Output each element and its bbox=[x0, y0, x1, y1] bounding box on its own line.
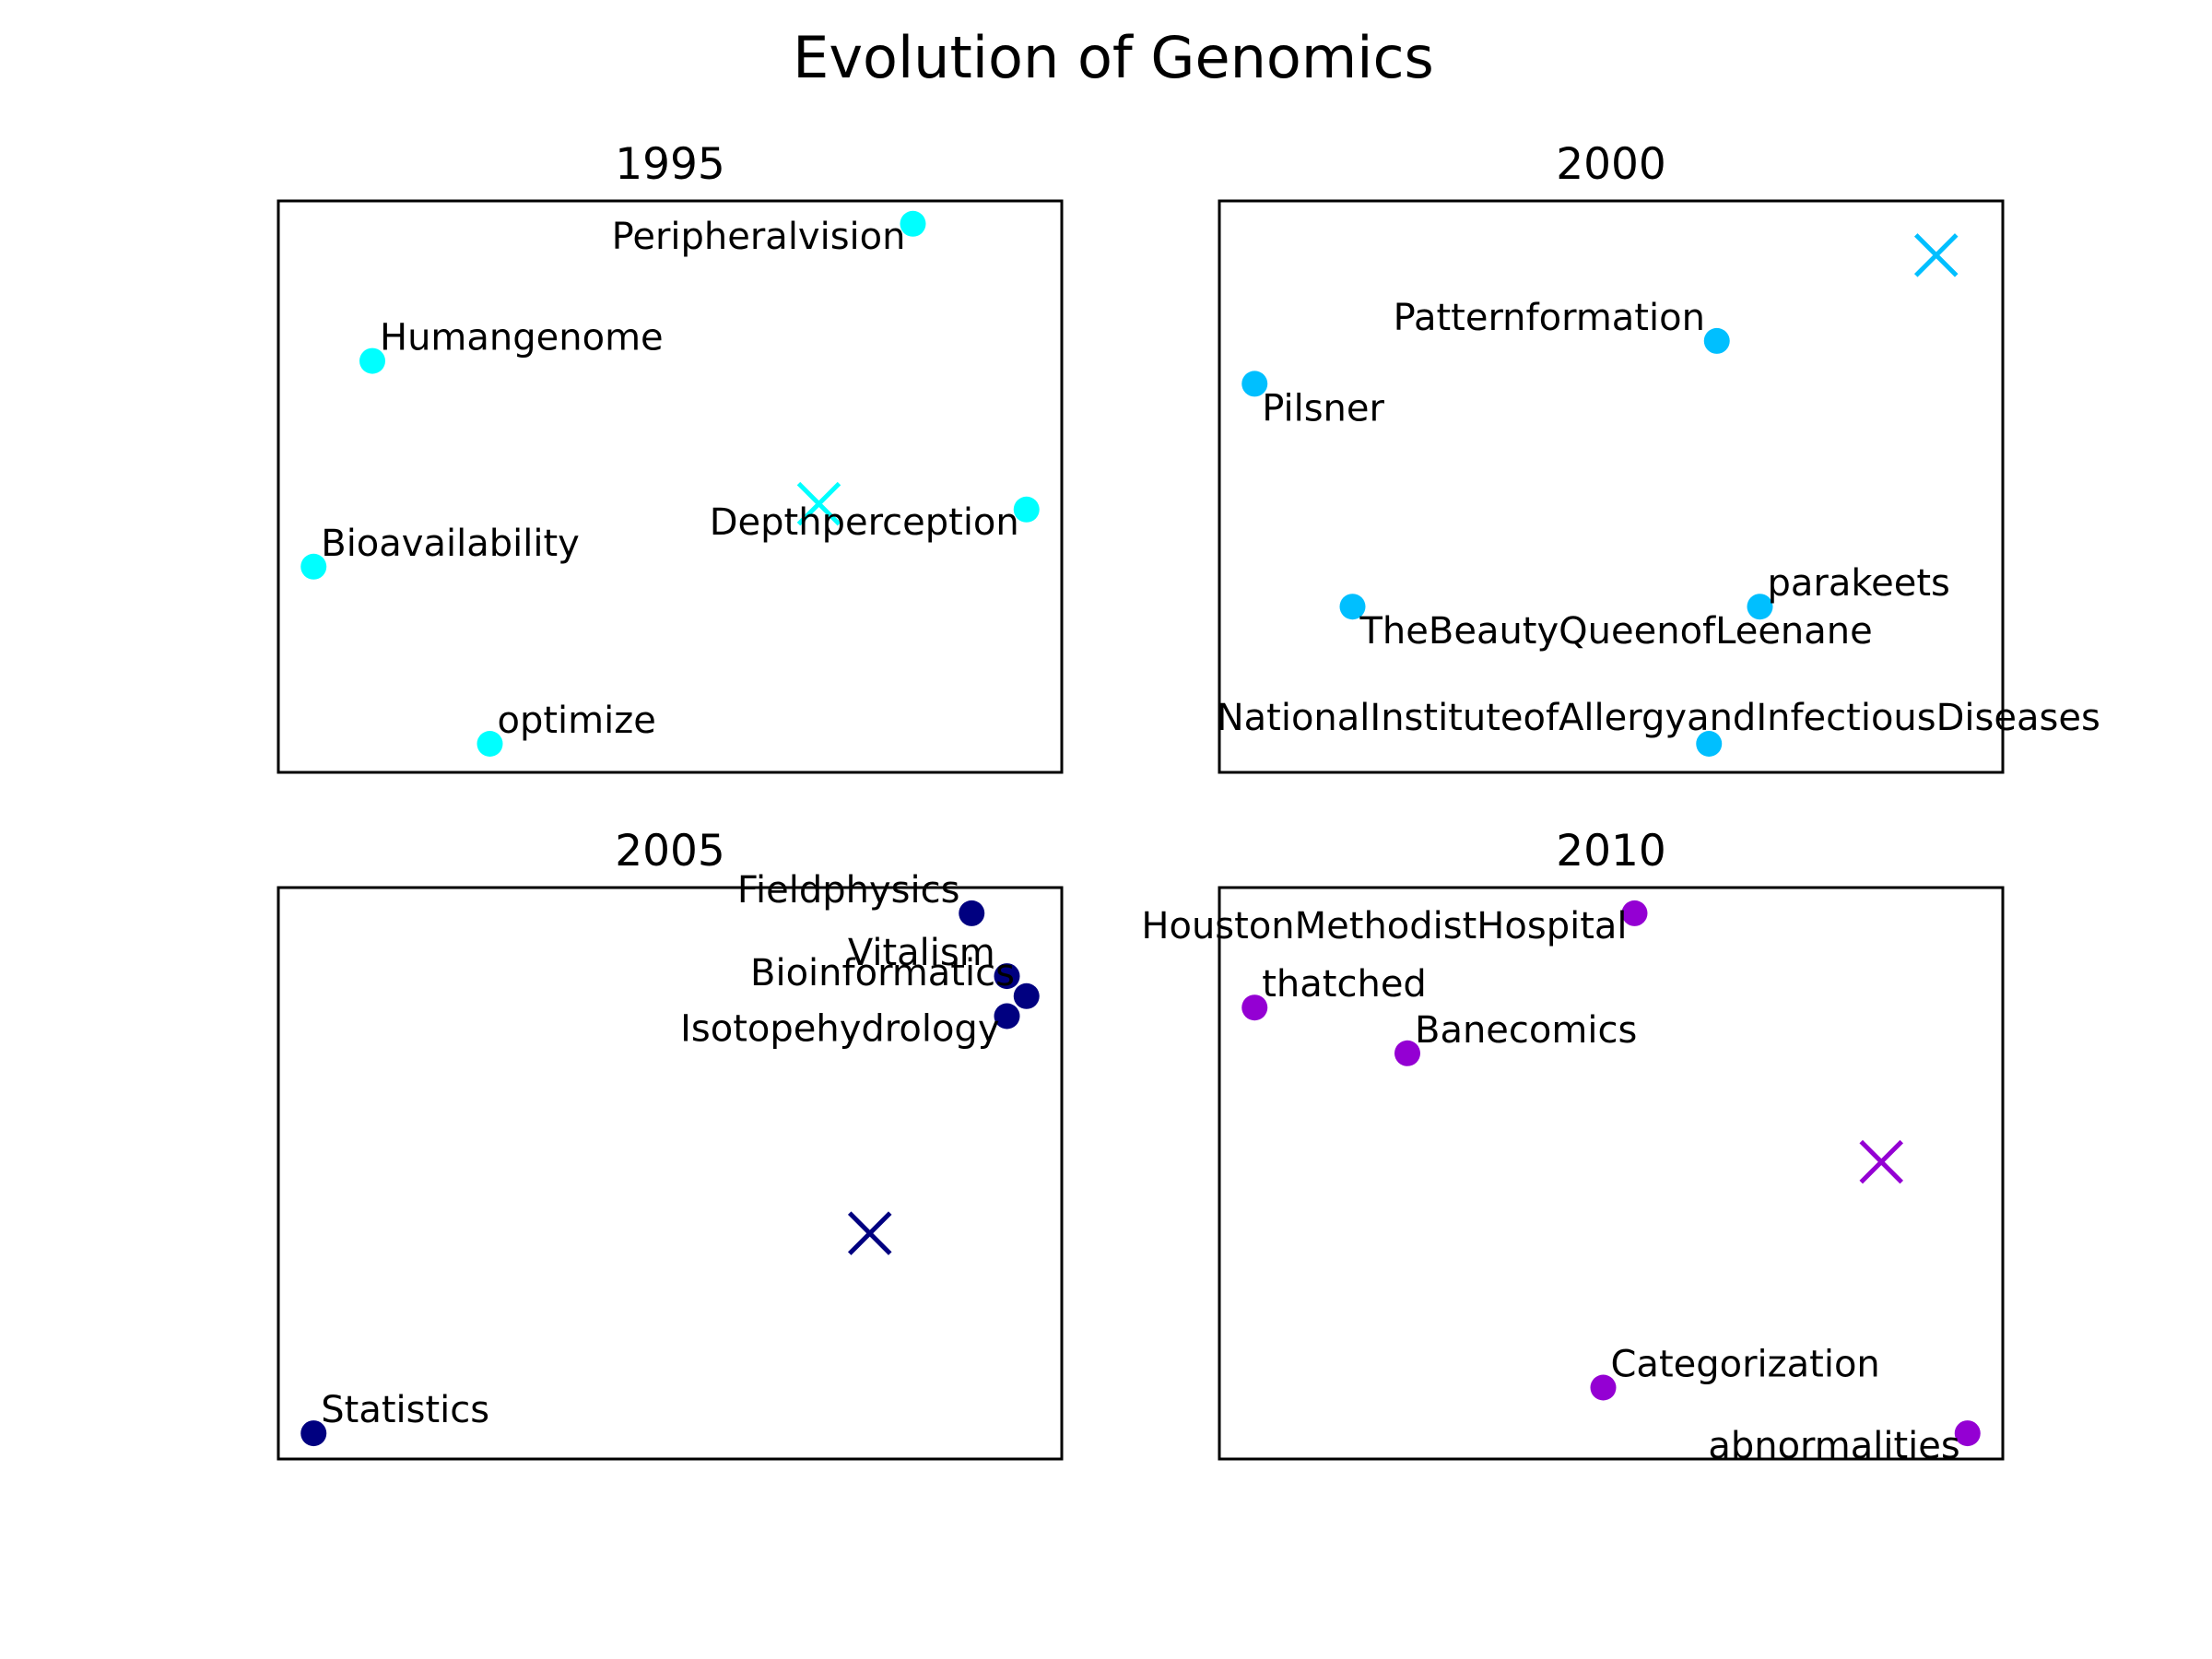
data-point bbox=[900, 210, 926, 237]
subplot-title: 2000 bbox=[1556, 139, 1666, 190]
point-label: HoustonMethodistHospital bbox=[1141, 905, 1627, 947]
centroid-marker bbox=[847, 1211, 892, 1255]
figure-title: Evolution of Genomics bbox=[793, 24, 1434, 91]
point-label: abnormalities bbox=[1708, 1425, 1959, 1467]
subplot-grid: 1995 Peripheralvision Humangenome Depthperc… bbox=[276, 139, 2100, 1467]
axes-frame bbox=[1218, 886, 2005, 1461]
data-point bbox=[300, 1420, 327, 1447]
data-point bbox=[1013, 982, 1040, 1009]
point-label: Isotopehydrology bbox=[680, 1008, 999, 1051]
data-point bbox=[477, 731, 503, 757]
data-point bbox=[359, 347, 385, 374]
axes-frame bbox=[276, 886, 1064, 1461]
data-point bbox=[1394, 1040, 1420, 1066]
point-label: Humangenome bbox=[380, 317, 664, 359]
centroid-marker bbox=[796, 481, 841, 526]
point-label: Peripheralvision bbox=[612, 216, 906, 258]
data-point bbox=[994, 1003, 1020, 1030]
data-point bbox=[1241, 994, 1268, 1021]
point-label: Depthperception bbox=[710, 501, 1019, 544]
centroid-marker bbox=[1859, 1139, 1904, 1184]
point-label: Patternformation bbox=[1394, 297, 1705, 339]
point-label: TheBeautyQueenofLeenane bbox=[1359, 610, 1873, 653]
point-label: thatched bbox=[1262, 963, 1427, 1006]
data-point bbox=[959, 900, 985, 926]
data-point bbox=[1241, 371, 1268, 397]
point-label: Vitalism bbox=[848, 932, 995, 974]
axes-frame bbox=[1218, 199, 2005, 774]
data-point bbox=[1703, 327, 1730, 354]
point-label: Statistics bbox=[321, 1389, 489, 1431]
data-point bbox=[1747, 594, 1773, 620]
point-label: optimize bbox=[498, 700, 656, 742]
data-point bbox=[300, 553, 327, 580]
point-label: Fieldphysics bbox=[737, 869, 960, 912]
data-point bbox=[994, 963, 1020, 990]
centroid-marker bbox=[1913, 233, 1959, 277]
data-point bbox=[1339, 594, 1366, 620]
subplot-2010: 2010 HoustonMethodistHospital thatchedBane… bbox=[1141, 826, 2005, 1467]
axes-frame bbox=[276, 199, 1064, 774]
data-point bbox=[1621, 900, 1648, 926]
point-label: Pilsner bbox=[1262, 387, 1384, 429]
data-point bbox=[1696, 731, 1723, 757]
subplot-title: 1995 bbox=[615, 139, 725, 190]
point-label: Categorization bbox=[1611, 1344, 1880, 1386]
point-label: Banecomics bbox=[1415, 1009, 1637, 1052]
data-point bbox=[1590, 1374, 1617, 1401]
subplot-title: 2005 bbox=[615, 826, 725, 877]
subplot-1995: 1995 Peripheralvision Humangenome Depthperc… bbox=[276, 139, 1064, 774]
data-point bbox=[1954, 1420, 1981, 1447]
point-label: parakeets bbox=[1768, 562, 1950, 605]
subplot-title: 2010 bbox=[1556, 826, 1666, 877]
subplot-2000: 2000 Patternformation Pilsner TheBeautyQuee… bbox=[1217, 139, 2100, 774]
point-label: Bioinformatics bbox=[750, 952, 1015, 994]
data-point bbox=[1013, 496, 1040, 523]
point-label: Bioavailability bbox=[321, 523, 580, 565]
point-label: NationalInstituteofAllergyandInfectiousD… bbox=[1217, 697, 2100, 739]
